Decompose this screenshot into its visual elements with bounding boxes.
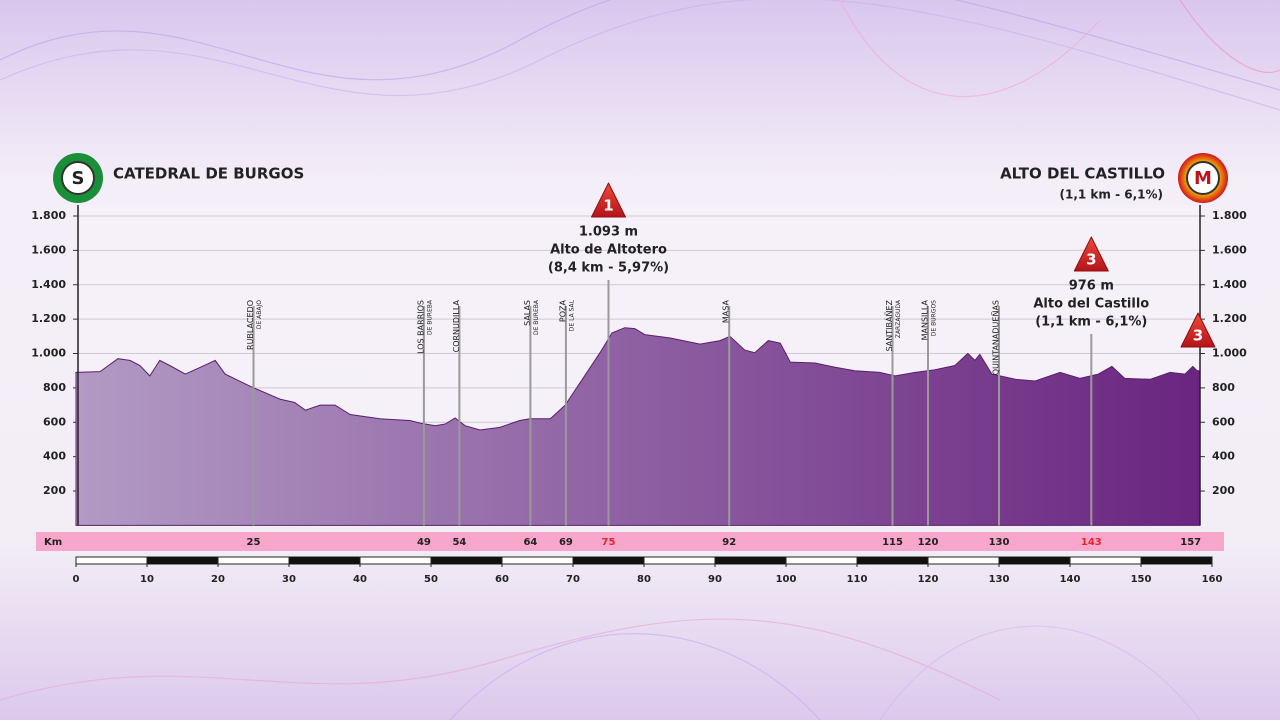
scale-segment xyxy=(573,557,644,564)
x-tick-label: 10 xyxy=(140,574,154,585)
km-row-value: 157 xyxy=(1180,537,1201,548)
town-name: SANTIBÁÑEZ xyxy=(883,299,894,351)
y-tick-label-right: 1.400 xyxy=(1212,278,1247,291)
km-row-value: 64 xyxy=(523,537,537,548)
scale-segment xyxy=(715,557,786,564)
x-tick-label: 90 xyxy=(708,574,722,585)
finish-badge-inner xyxy=(1186,161,1220,195)
km-row-value: 69 xyxy=(559,537,573,548)
climb-icon-category: 3 xyxy=(1086,251,1096,269)
finish-name: ALTO DEL CASTILLO xyxy=(1000,165,1165,183)
town-sub: DE ABAJO xyxy=(256,300,263,329)
finish-detail: (1,1 km - 6,1%) xyxy=(1059,188,1163,202)
km-row-value: 54 xyxy=(452,537,466,548)
x-tick-label: 100 xyxy=(776,574,797,585)
y-tick-label-right: 200 xyxy=(1212,484,1235,497)
scale-segment xyxy=(431,557,502,564)
climb-detail: (1,1 km - 6,1%) xyxy=(1035,315,1147,330)
x-tick-label: 20 xyxy=(211,574,225,585)
km-row-value: 25 xyxy=(247,537,261,548)
climb-name: Alto de Altotero xyxy=(550,243,667,258)
y-tick-label: 400 xyxy=(43,450,66,463)
town-sub: DE LA SAL xyxy=(568,299,575,331)
km-row-value: 49 xyxy=(417,537,431,548)
y-tick-label-right: 800 xyxy=(1212,381,1235,394)
y-tick-label: 1.800 xyxy=(31,209,66,222)
climb-altitude: 1.093 m xyxy=(579,225,638,240)
start-name: CATEDRAL DE BURGOS xyxy=(113,165,304,183)
town-name: QUINTANADUEÑAS xyxy=(991,300,1001,375)
town-sub: DE BUREBA xyxy=(533,299,540,335)
climb-icon xyxy=(1073,236,1109,272)
elevation-profile xyxy=(75,327,1201,526)
x-tick-label: 110 xyxy=(847,574,868,585)
y-tick-label-right: 600 xyxy=(1212,415,1235,428)
x-tick-label: 160 xyxy=(1202,574,1223,585)
y-tick-label: 1.200 xyxy=(31,312,66,325)
y-tick-label-right: 1.000 xyxy=(1212,347,1247,360)
km-row-value: 130 xyxy=(989,537,1010,548)
town-sub: DE BURGOS xyxy=(931,300,938,336)
km-row xyxy=(36,532,1224,551)
finish-climb-icon-category: 3 xyxy=(1193,327,1203,345)
y-tick-label: 200 xyxy=(43,484,66,497)
x-tick-label: 120 xyxy=(918,574,939,585)
y-tick-label: 1.400 xyxy=(31,278,66,291)
climb-altitude: 976 m xyxy=(1069,279,1114,294)
town-name: LOS BARRIOS xyxy=(416,300,425,354)
x-tick-label: 50 xyxy=(424,574,438,585)
y-tick-label: 1.600 xyxy=(31,243,66,256)
km-row-value: 75 xyxy=(602,537,616,548)
start-badge-letter: S xyxy=(72,168,85,189)
y-tick-label-right: 1.200 xyxy=(1212,312,1247,325)
x-tick-label: 150 xyxy=(1131,574,1152,585)
y-tick-label-right: 1.600 xyxy=(1212,243,1247,256)
climb-detail: (8,4 km - 5,97%) xyxy=(548,261,669,276)
finish-climb-icon xyxy=(1180,312,1216,348)
town-name: SALAS xyxy=(523,300,532,326)
scale-segment xyxy=(1141,557,1212,564)
x-tick-label: 60 xyxy=(495,574,509,585)
x-tick-label: 70 xyxy=(566,574,580,585)
x-tick-label: 80 xyxy=(637,574,651,585)
y-tick-label-right: 1.800 xyxy=(1212,209,1247,222)
scale-segment xyxy=(857,557,928,564)
x-tick-label: 140 xyxy=(1060,574,1081,585)
climb-icon xyxy=(591,182,626,218)
x-tick-label: 0 xyxy=(73,574,80,585)
km-row-value: 143 xyxy=(1081,537,1102,548)
town-sub: ZARZAGUDA xyxy=(895,299,902,338)
town-name: POZA xyxy=(558,299,567,322)
scale-segment xyxy=(289,557,360,564)
town-name: CORNUDILLA xyxy=(452,299,461,352)
town-name: MANSILLA xyxy=(921,299,930,340)
x-tick-label: 30 xyxy=(282,574,296,585)
town-name: MASA xyxy=(722,299,731,323)
climb-name: Alto del Castillo xyxy=(1033,297,1149,312)
climb-icon-category: 1 xyxy=(603,197,613,215)
km-row-label: Km xyxy=(44,537,62,548)
y-tick-label-right: 400 xyxy=(1212,450,1235,463)
start-badge-inner xyxy=(61,161,95,195)
finish-badge-letter: M xyxy=(1194,168,1212,189)
y-tick-label: 1.000 xyxy=(31,347,66,360)
y-tick-label: 600 xyxy=(43,415,66,428)
x-tick-label: 130 xyxy=(989,574,1010,585)
scale-segment xyxy=(147,557,218,564)
km-row-value: 115 xyxy=(882,537,903,548)
y-tick-label: 800 xyxy=(43,381,66,394)
town-name: RUBLACEDO xyxy=(246,300,255,350)
km-row-value: 92 xyxy=(722,537,736,548)
km-row-value: 120 xyxy=(918,537,939,548)
x-tick-label: 40 xyxy=(353,574,367,585)
scale-segment xyxy=(999,557,1070,564)
town-sub: DE BUREBA xyxy=(426,299,433,335)
